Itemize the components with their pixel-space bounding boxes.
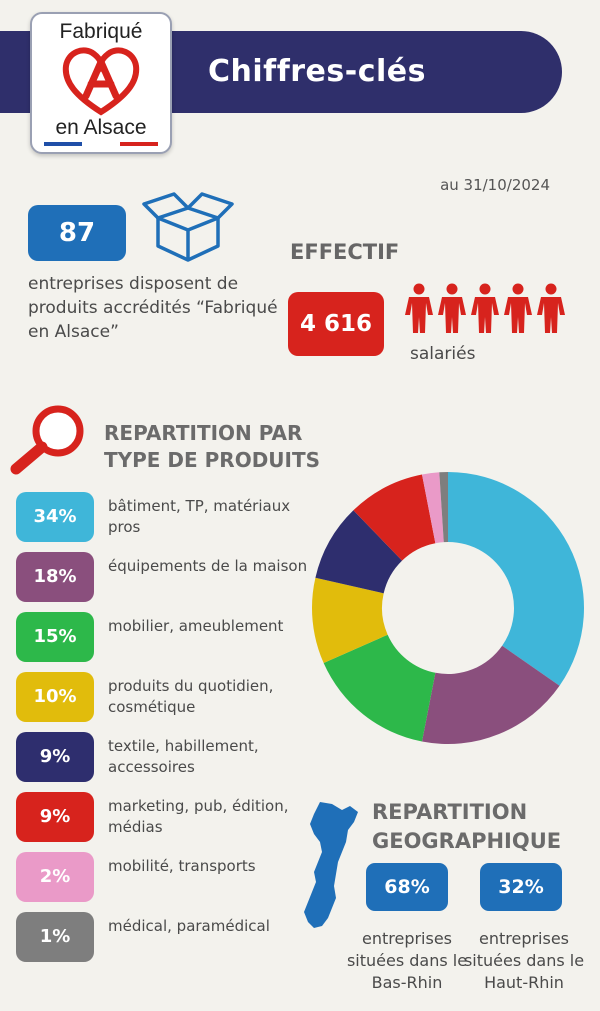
product-donut-chart bbox=[312, 472, 584, 744]
legend-item: 10% produits du quotidien, cosmétique bbox=[16, 672, 336, 722]
person-icon bbox=[504, 283, 532, 333]
donut-slice bbox=[323, 634, 436, 742]
legend-percent: 9% bbox=[16, 732, 94, 782]
legend-percent: 1% bbox=[16, 912, 94, 962]
legend-percent: 2% bbox=[16, 852, 94, 902]
magnifying-glass-icon bbox=[10, 405, 84, 475]
person-icon bbox=[405, 283, 433, 333]
donut-slice bbox=[312, 577, 388, 664]
person-icon bbox=[471, 283, 499, 333]
legend-percent: 34% bbox=[16, 492, 94, 542]
legend-percent: 15% bbox=[16, 612, 94, 662]
legend-item: 1% médical, paramédical bbox=[16, 912, 336, 962]
legend-item: 18% équipements de la maison bbox=[16, 552, 336, 602]
legend-percent: 10% bbox=[16, 672, 94, 722]
donut-slice bbox=[448, 472, 584, 686]
logo-text-top: Fabriqué bbox=[59, 20, 143, 43]
legend-item: 2% mobilité, transports bbox=[16, 852, 336, 902]
open-box-icon bbox=[142, 192, 234, 262]
donut-slice bbox=[422, 472, 444, 544]
companies-count-badge: 87 bbox=[28, 205, 126, 261]
person-icon bbox=[537, 283, 565, 333]
donut-slice bbox=[353, 474, 436, 561]
companies-description: entreprises disposent de produits accréd… bbox=[28, 274, 278, 342]
person-icon bbox=[438, 283, 466, 333]
haut-rhin-percent-badge: 32% bbox=[480, 863, 562, 911]
legend-percent: 18% bbox=[16, 552, 94, 602]
legend-label: médical, paramédical bbox=[108, 917, 270, 935]
alsace-map-icon bbox=[304, 802, 358, 928]
donut-slice bbox=[439, 472, 448, 543]
donut-slice bbox=[422, 645, 560, 744]
haut-rhin-label: entreprises situées dans le Haut-Rhin bbox=[463, 929, 585, 992]
bas-rhin-percent-badge: 68% bbox=[366, 863, 448, 911]
legend-label: textile, habillement, accessoires bbox=[108, 737, 259, 776]
people-icons bbox=[404, 283, 566, 335]
product-section-title: REPARTITION PAR TYPE DE PRODUITS bbox=[104, 421, 321, 472]
tricolor-stripe bbox=[44, 142, 158, 146]
staff-label: salariés bbox=[410, 344, 476, 364]
fabrique-en-alsace-logo: Fabriqué en Alsace bbox=[30, 12, 172, 154]
legend-label: marketing, pub, édition, médias bbox=[108, 797, 289, 836]
alsace-a-heart-icon bbox=[62, 47, 140, 116]
legend-label: bâtiment, TP, matériaux pros bbox=[108, 497, 291, 536]
staff-title: EFFECTIF bbox=[290, 240, 400, 264]
legend-label: mobilité, transports bbox=[108, 857, 256, 875]
donut-slice bbox=[315, 510, 403, 594]
legend-item: 9% textile, habillement, accessoires bbox=[16, 732, 336, 782]
bas-rhin-label: entreprises situées dans le Bas-Rhin bbox=[346, 929, 468, 992]
legend-label: mobilier, ameublement bbox=[108, 617, 284, 635]
logo-text-bottom: en Alsace bbox=[55, 116, 147, 139]
legend-item: 34% bâtiment, TP, matériaux pros bbox=[16, 492, 336, 542]
legend-item: 9% marketing, pub, édition, médias bbox=[16, 792, 336, 842]
report-date: au 31/10/2024 bbox=[440, 176, 550, 194]
legend-label: produits du quotidien, cosmétique bbox=[108, 677, 274, 716]
staff-count-badge: 4 616 bbox=[288, 292, 384, 356]
page-title: Chiffres-clés bbox=[208, 54, 426, 89]
geo-section-title: REPARTITION GEOGRAPHIQUE bbox=[372, 800, 562, 853]
legend-item: 15% mobilier, ameublement bbox=[16, 612, 336, 662]
legend-percent: 9% bbox=[16, 792, 94, 842]
legend-label: équipements de la maison bbox=[108, 557, 308, 575]
